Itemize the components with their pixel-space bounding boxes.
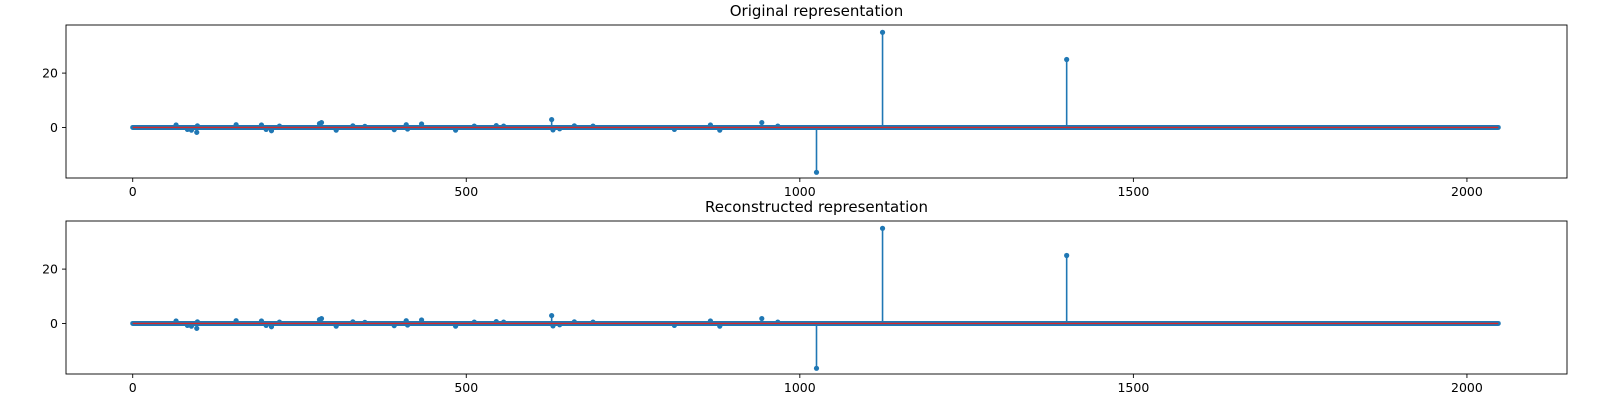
y-tick-label: 0: [50, 120, 58, 135]
stem-marker: [452, 127, 459, 133]
chart-title: Original representation: [730, 2, 903, 20]
stem-marker: [452, 323, 459, 329]
stem-marker: [391, 127, 397, 133]
x-tick-label: 1000: [784, 184, 816, 199]
stem-marker: [362, 123, 368, 129]
stem-marker: [707, 122, 714, 128]
plot-frame: [65, 24, 1568, 179]
stem-marker: [549, 312, 555, 319]
stem-marker: [403, 318, 409, 324]
chart-reconstructed: Reconstructed representation 0 500 1000 1500…: [42, 198, 1568, 395]
stem-marker: [550, 323, 556, 329]
stem-marker: [194, 129, 200, 135]
y-tick-label: 0: [50, 316, 58, 331]
stem-marker: [188, 323, 195, 329]
stem-marker: [717, 127, 723, 133]
y-tick-label: 20: [42, 262, 58, 277]
stem-marker: [813, 169, 820, 175]
stem-marker: [362, 319, 368, 325]
x-tick-label: 1500: [1117, 184, 1149, 199]
stem-marker: [707, 318, 714, 324]
chart-original: Original representation 0 500 1000 1500 2000 0…: [42, 2, 1568, 199]
stem-marker: [813, 365, 820, 371]
stem-marker: [173, 318, 179, 324]
stem-marker: [418, 121, 425, 127]
stem-marker: [1064, 252, 1070, 259]
stem-marker: [318, 315, 325, 322]
x-tick-label: 1500: [1117, 380, 1149, 395]
stem-marker: [188, 127, 195, 133]
stem-marker: [194, 325, 200, 331]
stem-marker: [549, 116, 555, 123]
stem-marker: [233, 122, 239, 128]
stem-marker: [879, 29, 886, 35]
stem-marker: [333, 127, 339, 133]
stem-marker: [759, 119, 765, 126]
x-tick-label: 2000: [1451, 380, 1483, 395]
stem-marker: [879, 225, 886, 231]
stem-marker: [418, 317, 425, 323]
stem-marker: [268, 324, 275, 330]
x-tick-label: 1000: [784, 380, 816, 395]
stem-marker: [268, 128, 275, 134]
stem-marker: [391, 323, 397, 329]
stem-marker: [258, 122, 265, 128]
stem-marker: [1064, 56, 1070, 63]
stem-marker: [173, 122, 179, 128]
stem-marker: [258, 318, 265, 324]
y-tick-label: 20: [42, 66, 58, 81]
chart-title: Reconstructed representation: [705, 198, 928, 216]
plot-frame: [65, 220, 1568, 375]
x-tick-label: 500: [454, 184, 478, 199]
stem-marker: [233, 318, 239, 324]
stem-marker: [759, 315, 765, 322]
stem-marker: [318, 119, 325, 126]
stem-marker: [550, 127, 556, 133]
stem-marker: [333, 323, 339, 329]
stem-marker: [403, 122, 409, 128]
x-tick-label: 0: [129, 184, 137, 199]
x-tick-label: 500: [454, 380, 478, 395]
x-tick-label: 0: [129, 380, 137, 395]
x-tick-label: 2000: [1451, 184, 1483, 199]
stem-marker: [717, 323, 723, 329]
